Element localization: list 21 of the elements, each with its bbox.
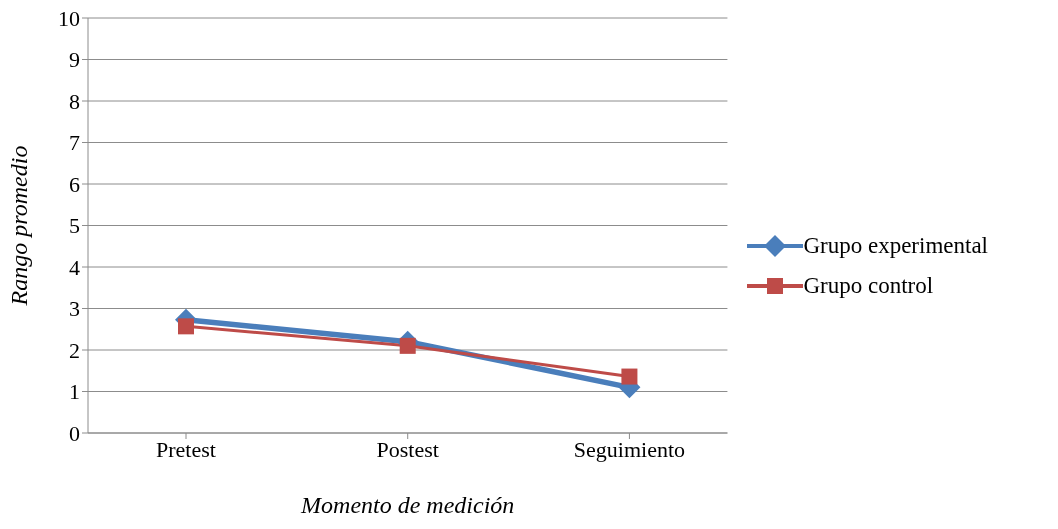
y-tick-label: 1 [69,379,80,405]
legend-label: Grupo experimental [803,232,988,259]
y-tick-label: 4 [69,254,80,280]
x-tick-label: Pretest [156,436,216,462]
y-tick-label: 2 [69,337,80,363]
y-tick-label: 6 [69,171,80,197]
y-tick-label: 5 [69,213,80,239]
y-tick-label: 3 [69,296,80,322]
point [399,337,416,354]
y-tick-label: 0 [69,420,80,446]
x-axis-title: Momento de medición [300,492,515,518]
y-tick-label: 8 [69,88,80,114]
y-axis-title: Rango promedio [5,145,32,307]
x-tick-label: Postest [376,436,439,462]
x-tick-label: Seguimiento [573,436,686,462]
y-tick-label: 9 [69,47,80,73]
y-tick-label: 7 [69,130,80,156]
point [621,368,638,385]
legend-label: Grupo control [803,272,934,299]
point [178,318,194,335]
y-tick-label: 10 [58,5,80,31]
